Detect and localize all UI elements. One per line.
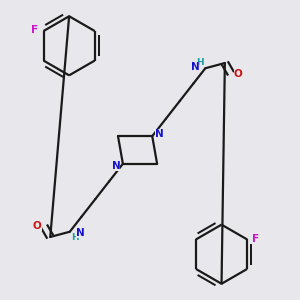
Text: F: F bbox=[252, 234, 260, 244]
Text: N: N bbox=[191, 62, 200, 72]
Text: F: F bbox=[31, 26, 38, 35]
Text: H: H bbox=[196, 58, 203, 67]
Text: N: N bbox=[155, 129, 164, 139]
Text: N: N bbox=[112, 161, 120, 171]
Text: O: O bbox=[233, 69, 242, 79]
Text: O: O bbox=[33, 221, 42, 231]
Text: H: H bbox=[72, 233, 79, 242]
Text: N: N bbox=[76, 228, 84, 238]
